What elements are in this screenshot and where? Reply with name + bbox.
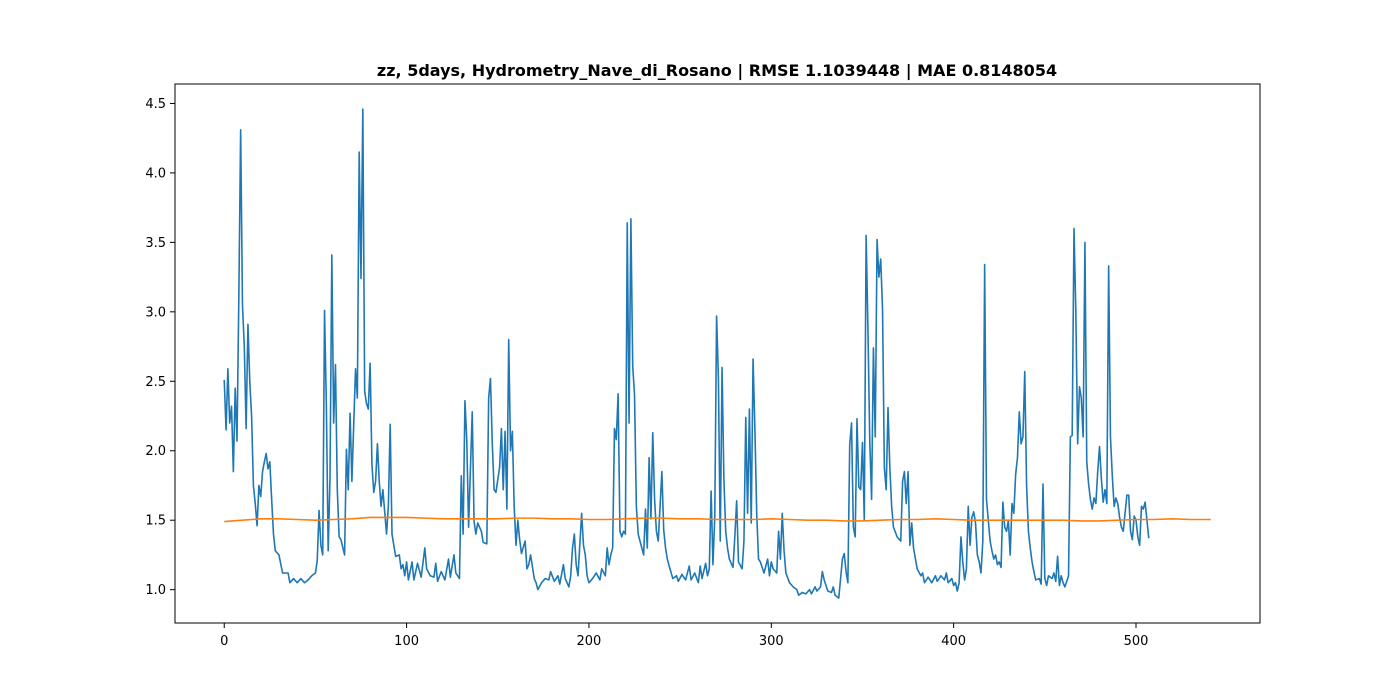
x-tick-label: 400 xyxy=(941,634,966,649)
series-line-actual xyxy=(223,108,1150,599)
series-line-predicted xyxy=(224,516,1211,523)
chart-title: zz, 5days, Hydrometry_Nave_di_Rosano | R… xyxy=(377,61,1057,81)
x-tick-label: 300 xyxy=(759,634,784,649)
y-tick-label: 2.0 xyxy=(145,444,166,459)
plot-area xyxy=(174,83,1261,624)
y-tick-label: 3.0 xyxy=(145,305,166,320)
x-tick-label: 500 xyxy=(1124,634,1149,649)
y-tick-label: 4.5 xyxy=(145,97,166,112)
x-tick-label: 0 xyxy=(220,634,228,649)
y-axis: 1.0 1.5 2.0 2.5 3.0 3.5 4.0 4.5 xyxy=(145,97,175,598)
y-tick-label: 2.5 xyxy=(145,375,166,390)
x-tick-label: 100 xyxy=(394,634,419,649)
axes-frame xyxy=(174,83,1261,624)
y-tick-label: 3.5 xyxy=(145,236,166,251)
y-tick-label: 4.0 xyxy=(145,166,166,181)
x-tick-label: 200 xyxy=(577,634,602,649)
y-tick-label: 1.0 xyxy=(145,583,166,598)
series-layer xyxy=(223,108,1211,599)
x-axis: 0 100 200 300 400 500 xyxy=(220,623,1148,649)
y-tick-label: 1.5 xyxy=(145,514,166,529)
